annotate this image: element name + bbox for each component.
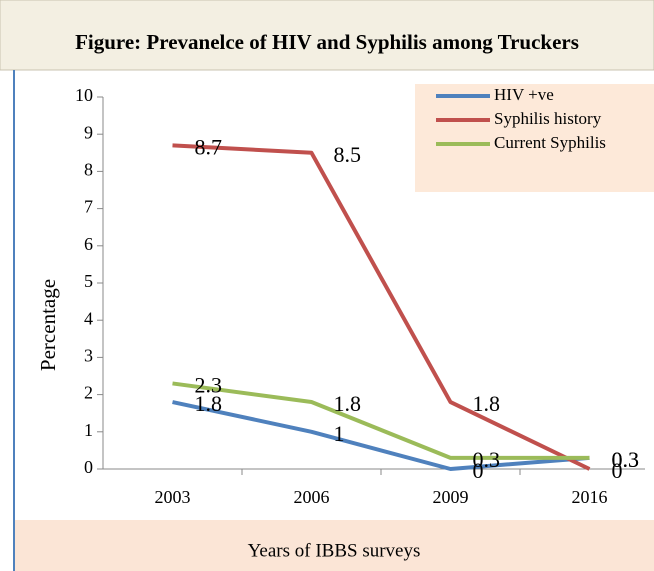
x-tick-label: 2009 [433,487,469,507]
x-tick-label: 2006 [294,487,330,507]
data-label: 1 [334,421,345,446]
x-tick-label: 2016 [572,487,608,507]
y-tick-label: 7 [84,197,93,217]
series-line [172,143,591,471]
x-axis-label: Years of IBBS surveys [248,540,421,561]
legend-label: Syphilis history [494,109,602,128]
data-label: 0 [473,458,484,483]
data-label: 1.8 [334,391,362,416]
legend-label: Current Syphilis [494,133,606,152]
y-tick-label: 0 [84,457,93,477]
data-label: 0.3 [612,447,640,472]
x-tick-label: 2003 [155,487,191,507]
y-tick-label: 6 [84,234,93,254]
data-label: 0 [612,458,623,483]
legend-box [415,84,654,192]
y-axis-label: Percentage [36,279,60,371]
legend-label: HIV +ve [494,85,554,104]
x-label-box [15,520,654,571]
y-tick-label: 1 [84,420,93,440]
data-label: 1.8 [195,391,223,416]
y-tick-label: 8 [84,160,93,180]
data-label: 2.3 [195,372,223,397]
y-tick-label: 5 [84,271,93,291]
y-tick-label: 2 [84,383,93,403]
series-line [172,400,590,471]
data-label: 8.7 [195,134,223,159]
data-label: 1.8 [473,391,501,416]
y-tick-label: 9 [84,122,93,142]
title-box [0,0,654,71]
data-label: 0.3 [473,447,501,472]
y-tick-label: 10 [75,85,93,105]
data-label: 8.5 [334,142,362,167]
chart-title: Figure: Prevanelce of HIV and Syphilis a… [75,30,579,54]
data-label: 0.3 [612,447,640,472]
y-tick-label: 4 [84,308,93,328]
series-line [172,381,590,460]
y-tick-label: 3 [84,346,93,366]
